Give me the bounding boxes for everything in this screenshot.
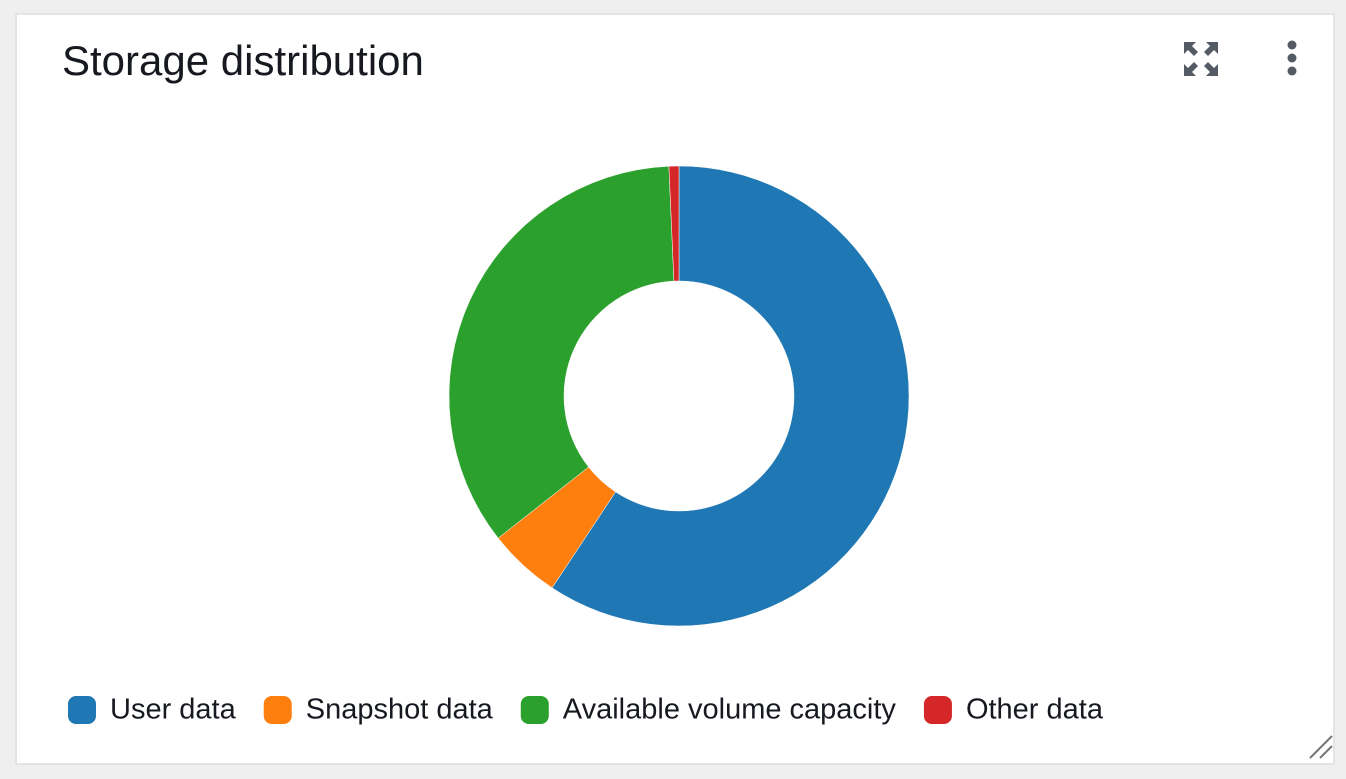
legend-swatch bbox=[520, 696, 549, 724]
legend-label: Available volume capacity bbox=[563, 694, 897, 726]
card bbox=[15, 13, 1335, 765]
menu-button[interactable] bbox=[1287, 40, 1297, 76]
donut-slice bbox=[668, 165, 680, 282]
dot bbox=[1287, 40, 1297, 50]
legend-label: Other data bbox=[966, 694, 1104, 726]
legend-swatch bbox=[263, 696, 292, 724]
resize-handle[interactable] bbox=[1309, 735, 1333, 759]
chart-title: Storage distribution bbox=[62, 37, 424, 84]
legend-swatch bbox=[923, 696, 952, 724]
legend-label: User data bbox=[110, 694, 237, 726]
legend-label: Snapshot data bbox=[306, 694, 494, 726]
expand-icon bbox=[1184, 42, 1218, 76]
dot bbox=[1287, 53, 1297, 63]
handle-line bbox=[1309, 735, 1333, 759]
donut-slice bbox=[448, 165, 675, 539]
expand-button[interactable] bbox=[1184, 42, 1218, 76]
donut-slice bbox=[551, 165, 910, 627]
legend-swatch bbox=[68, 696, 96, 724]
dot bbox=[1287, 66, 1297, 76]
handle-line bbox=[1319, 745, 1333, 759]
